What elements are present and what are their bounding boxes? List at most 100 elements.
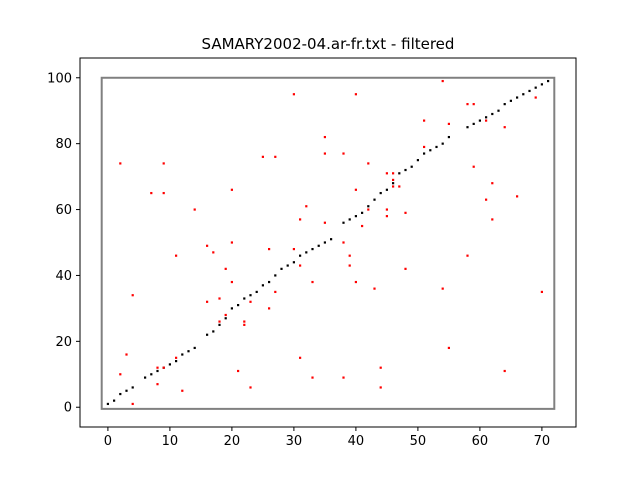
- data-point-red: [268, 307, 271, 310]
- x-tick-label: 70: [534, 434, 551, 449]
- data-point-red: [230, 188, 233, 191]
- data-point-black: [547, 79, 550, 83]
- data-point-red: [305, 205, 308, 208]
- data-point-red: [441, 287, 444, 290]
- y-tick-label: 0: [64, 401, 72, 416]
- data-point-red: [323, 152, 326, 155]
- data-point-black: [317, 244, 320, 247]
- data-point-red: [404, 267, 407, 270]
- data-point-black: [323, 241, 326, 244]
- data-point-red: [423, 119, 426, 122]
- data-point-black: [249, 294, 252, 297]
- data-point-red: [392, 178, 395, 182]
- data-point-red: [373, 287, 376, 290]
- data-point-red: [398, 185, 401, 188]
- data-point-black: [131, 386, 134, 389]
- data-point-red: [119, 373, 122, 376]
- data-point-black: [268, 280, 271, 284]
- x-tick-label: 0: [104, 434, 112, 449]
- y-tick-label: 60: [55, 203, 72, 218]
- data-point-black: [299, 254, 302, 257]
- data-point-black: [274, 274, 277, 277]
- data-point-red: [218, 297, 221, 300]
- axes: 0 10 20 30 40 50 60 70 0 20 40 60 80 100: [47, 57, 577, 449]
- data-point-red: [503, 126, 506, 129]
- data-point-black: [330, 238, 333, 241]
- data-point-red: [441, 79, 444, 83]
- data-point-black: [410, 165, 413, 168]
- data-point-black: [528, 89, 531, 93]
- data-point-red: [268, 247, 271, 251]
- data-point-black: [175, 360, 178, 363]
- data-point-black: [503, 103, 506, 106]
- data-point-black: [305, 251, 308, 254]
- data-point-red: [379, 386, 382, 389]
- data-point-red: [249, 300, 252, 303]
- data-point-red: [243, 320, 246, 323]
- data-point-black: [224, 317, 227, 320]
- data-point-black: [181, 353, 184, 356]
- data-point-red: [466, 254, 469, 257]
- data-point-red: [181, 389, 184, 392]
- data-point-red: [224, 267, 227, 270]
- x-tick-label: 10: [162, 434, 179, 449]
- data-point-red: [342, 376, 345, 379]
- data-point-black: [150, 373, 153, 376]
- data-point-red: [466, 103, 469, 106]
- data-point-red: [516, 195, 519, 198]
- data-point-black: [416, 159, 419, 162]
- data-point-red: [361, 224, 364, 228]
- data-point-red: [447, 122, 450, 125]
- data-point-red: [193, 208, 196, 211]
- data-point-black: [255, 290, 258, 294]
- data-point-black: [373, 198, 376, 201]
- data-point-red: [503, 369, 506, 373]
- data-point-red: [125, 353, 128, 356]
- data-point-red: [249, 386, 252, 389]
- data-point-red: [212, 251, 215, 254]
- data-point-red: [299, 356, 302, 359]
- data-point-black: [398, 172, 401, 175]
- data-point-black: [156, 369, 159, 373]
- y-tick-label: 20: [55, 335, 72, 350]
- data-point-red: [224, 313, 227, 317]
- data-point-red: [230, 280, 233, 284]
- data-point-red: [156, 383, 159, 386]
- y-tick-label: 40: [55, 269, 72, 284]
- chart-title: SAMARY2002-04.ar-fr.txt - filtered: [202, 35, 455, 53]
- data-point-black: [367, 205, 370, 208]
- data-point-black: [509, 99, 512, 102]
- data-point-red: [156, 366, 159, 369]
- data-point-black: [144, 376, 147, 379]
- data-point-black: [534, 86, 537, 89]
- data-point-black: [385, 188, 388, 191]
- data-point-red: [385, 208, 388, 211]
- data-point-red: [342, 241, 345, 244]
- data-point-black: [404, 168, 407, 172]
- data-point-red: [472, 103, 475, 106]
- data-point-black: [497, 109, 500, 112]
- data-point-red: [175, 356, 178, 359]
- frame-rectangle: [100, 76, 556, 410]
- data-point-red: [162, 191, 165, 195]
- data-point-black: [292, 261, 295, 264]
- data-point-red: [261, 155, 264, 158]
- data-point-red: [311, 280, 314, 284]
- data-point-red: [423, 145, 426, 149]
- data-point-red: [237, 369, 240, 373]
- data-point-red: [274, 290, 277, 294]
- data-point-black: [125, 389, 128, 392]
- x-tick-label: 50: [410, 434, 427, 449]
- data-point-red: [119, 162, 122, 165]
- data-point-red: [218, 320, 221, 323]
- data-point-black: [243, 297, 246, 300]
- data-point-red: [392, 172, 395, 175]
- data-point-red: [540, 290, 543, 294]
- data-point-black: [212, 330, 215, 333]
- data-point-red: [485, 198, 488, 201]
- data-point-red: [230, 241, 233, 244]
- x-tick-label: 20: [224, 434, 241, 449]
- data-point-black: [472, 122, 475, 125]
- data-point-red: [150, 191, 153, 195]
